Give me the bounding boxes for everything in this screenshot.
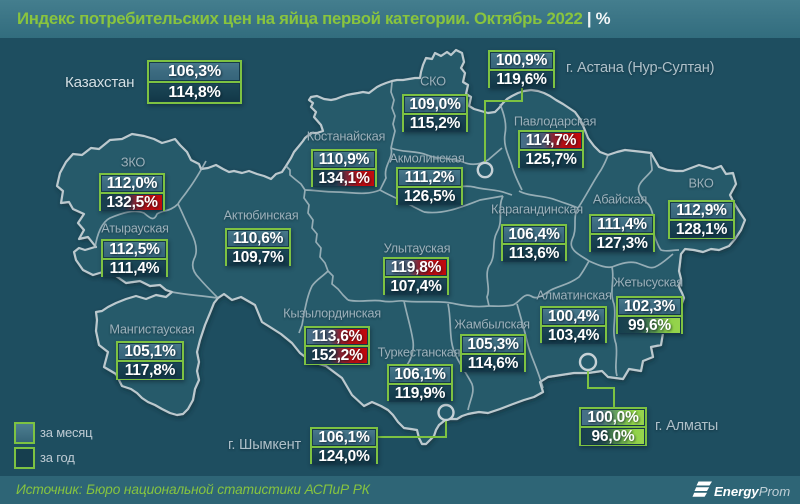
svg-text:EnergyProm: EnergyProm	[714, 484, 790, 499]
